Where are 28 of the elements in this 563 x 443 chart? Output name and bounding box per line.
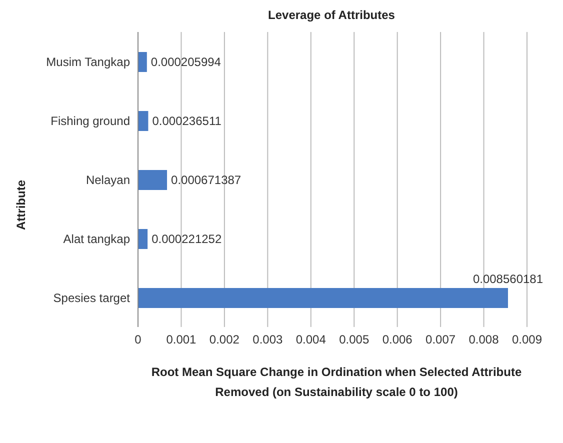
x-tick-label: 0.008 <box>468 332 500 347</box>
data-label: 0.000236511 <box>152 114 222 128</box>
x-tick-label: 0.003 <box>252 332 284 347</box>
x-axis-title: Root Mean Square Change in Ordination when Selected Attribute Removed (on Sustainability scale 0 to 100) <box>150 364 523 401</box>
x-tick-label: 0.001 <box>166 332 197 347</box>
bar <box>138 52 147 72</box>
y-tick-label: Fishing ground <box>50 114 130 128</box>
y-tick-label: Musim Tangkap <box>46 54 130 69</box>
bar <box>138 229 148 249</box>
x-tick-label: 0.005 <box>339 332 370 347</box>
y-tick-label: Nelayan <box>86 172 130 187</box>
y-tick-label: Alat tangkap <box>63 232 130 246</box>
y-axis-title: Attribute <box>14 179 28 232</box>
x-tick-label: 0.007 <box>426 332 456 347</box>
bar <box>138 111 148 131</box>
bar <box>138 288 508 308</box>
data-label: 0.000205994 <box>150 55 222 69</box>
y-tick-label: Spesies target <box>53 290 131 305</box>
x-tick-label: 0.004 <box>296 332 326 347</box>
x-tick-label: 0.009 <box>512 332 542 347</box>
x-tick-label: 0 <box>134 332 142 347</box>
data-label: 0.000671387 <box>171 173 242 187</box>
bar <box>138 170 168 190</box>
x-tick-label: 0.002 <box>209 332 240 347</box>
x-tick-label: 0.006 <box>382 332 413 347</box>
data-label: 0.000221252 <box>152 232 222 246</box>
data-label: 0.008560181 <box>472 272 544 286</box>
chart-title: Leverage of Attributes <box>267 8 396 22</box>
